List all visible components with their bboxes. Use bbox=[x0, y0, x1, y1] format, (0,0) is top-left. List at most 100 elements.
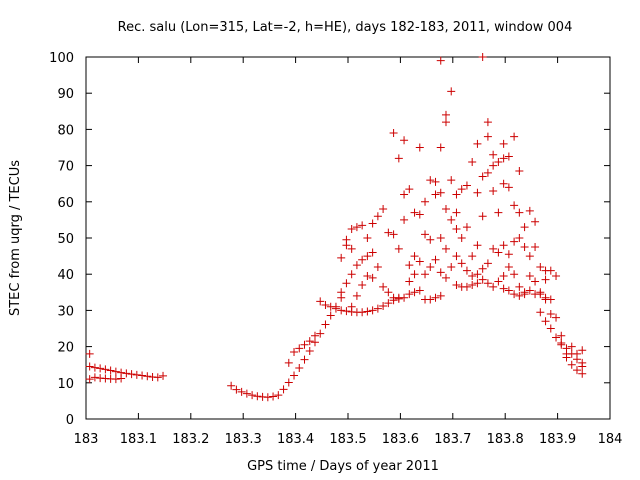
data-point-marker bbox=[494, 208, 503, 217]
data-point-marker bbox=[483, 279, 492, 288]
data-point-marker bbox=[478, 275, 487, 284]
data-point-marker bbox=[426, 235, 435, 244]
data-point-marker bbox=[159, 371, 168, 380]
data-point-marker bbox=[410, 252, 419, 261]
data-point-marker bbox=[410, 270, 419, 279]
data-point-marker bbox=[441, 118, 450, 127]
data-point-marker bbox=[457, 185, 466, 194]
x-tick-label: 183 bbox=[74, 432, 99, 447]
data-point-marker bbox=[384, 228, 393, 237]
data-point-marker bbox=[531, 217, 540, 226]
data-point-marker bbox=[515, 167, 524, 176]
data-point-marker bbox=[541, 275, 550, 284]
data-point-marker bbox=[552, 272, 561, 281]
data-series-stec bbox=[85, 53, 587, 402]
data-point-marker bbox=[352, 291, 361, 300]
data-point-marker bbox=[552, 313, 561, 322]
y-axis-label: STEC from uqrg / TECUs bbox=[8, 160, 23, 316]
data-point-marker bbox=[274, 391, 283, 400]
data-point-marker bbox=[494, 248, 503, 257]
data-point-marker bbox=[483, 132, 492, 141]
data-point-marker bbox=[85, 349, 94, 358]
data-point-marker bbox=[452, 281, 461, 290]
y-axis-ticks: 0 10 20 30 40 50 60 70 80 90 100 bbox=[49, 51, 610, 428]
data-point-marker bbox=[483, 259, 492, 268]
data-point-marker bbox=[153, 373, 162, 382]
data-point-marker bbox=[232, 385, 241, 394]
data-point-marker bbox=[546, 310, 555, 319]
data-point-marker bbox=[494, 277, 503, 286]
data-point-marker bbox=[536, 308, 545, 317]
data-point-marker bbox=[510, 270, 519, 279]
data-point-marker bbox=[316, 297, 325, 306]
data-point-marker bbox=[421, 230, 430, 239]
data-point-marker bbox=[447, 176, 456, 185]
data-point-marker bbox=[536, 290, 545, 299]
data-point-marker bbox=[447, 215, 456, 224]
data-point-marker bbox=[384, 288, 393, 297]
data-point-marker bbox=[415, 210, 424, 219]
data-point-marker bbox=[436, 143, 445, 152]
y-tick-label: 40 bbox=[57, 268, 74, 283]
data-point-marker bbox=[473, 139, 482, 148]
data-point-marker bbox=[415, 257, 424, 266]
data-point-marker bbox=[358, 221, 367, 230]
data-point-marker bbox=[342, 279, 351, 288]
data-point-marker bbox=[279, 385, 288, 394]
data-point-marker bbox=[363, 272, 372, 281]
data-point-marker bbox=[525, 206, 534, 215]
data-point-marker bbox=[541, 317, 550, 326]
data-point-marker bbox=[85, 375, 94, 384]
data-point-marker bbox=[457, 234, 466, 242]
data-point-marker bbox=[321, 320, 330, 329]
data-point-marker bbox=[363, 234, 372, 242]
data-point-marker bbox=[363, 307, 372, 316]
y-tick-label: 90 bbox=[57, 87, 74, 102]
data-point-marker bbox=[426, 295, 435, 304]
data-point-marker bbox=[426, 262, 435, 271]
data-point-marker bbox=[525, 252, 534, 261]
data-point-marker bbox=[441, 244, 450, 253]
data-point-marker bbox=[316, 329, 325, 338]
data-point-marker bbox=[499, 179, 508, 188]
data-point-marker bbox=[572, 366, 581, 375]
y-tick-label: 70 bbox=[57, 160, 74, 175]
data-point-marker bbox=[546, 324, 555, 333]
data-point-marker bbox=[358, 255, 367, 264]
data-point-marker bbox=[499, 272, 508, 281]
data-point-marker bbox=[452, 208, 461, 217]
data-point-marker bbox=[111, 367, 120, 376]
data-point-marker bbox=[483, 168, 492, 177]
data-point-marker bbox=[394, 154, 403, 163]
data-point-marker bbox=[96, 364, 105, 373]
data-point-marker bbox=[452, 224, 461, 233]
data-point-marker bbox=[441, 110, 450, 119]
data-point-marker bbox=[132, 370, 141, 379]
data-point-marker bbox=[436, 56, 445, 65]
y-tick-label: 0 bbox=[66, 413, 74, 428]
data-point-marker bbox=[431, 293, 440, 302]
plot-frame bbox=[85, 56, 611, 420]
x-tick-label: 183.6 bbox=[382, 432, 419, 447]
data-point-marker bbox=[473, 188, 482, 197]
data-point-marker bbox=[400, 190, 409, 199]
data-point-marker bbox=[305, 346, 314, 355]
data-point-marker bbox=[326, 311, 335, 320]
data-point-marker bbox=[101, 365, 110, 374]
data-point-marker bbox=[515, 234, 524, 242]
data-point-marker bbox=[389, 129, 398, 138]
data-point-marker bbox=[405, 277, 414, 286]
data-point-marker bbox=[504, 250, 513, 259]
data-point-marker bbox=[352, 223, 361, 232]
data-point-marker bbox=[394, 244, 403, 253]
x-tick-label: 183.7 bbox=[434, 432, 471, 447]
data-point-marker bbox=[567, 342, 576, 351]
data-point-marker bbox=[227, 381, 236, 390]
data-point-marker bbox=[478, 172, 487, 181]
data-point-marker bbox=[489, 282, 498, 291]
data-point-marker bbox=[368, 306, 377, 315]
data-point-marker bbox=[400, 136, 409, 145]
data-point-marker bbox=[415, 286, 424, 295]
data-point-marker bbox=[457, 259, 466, 268]
data-point-marker bbox=[400, 215, 409, 224]
